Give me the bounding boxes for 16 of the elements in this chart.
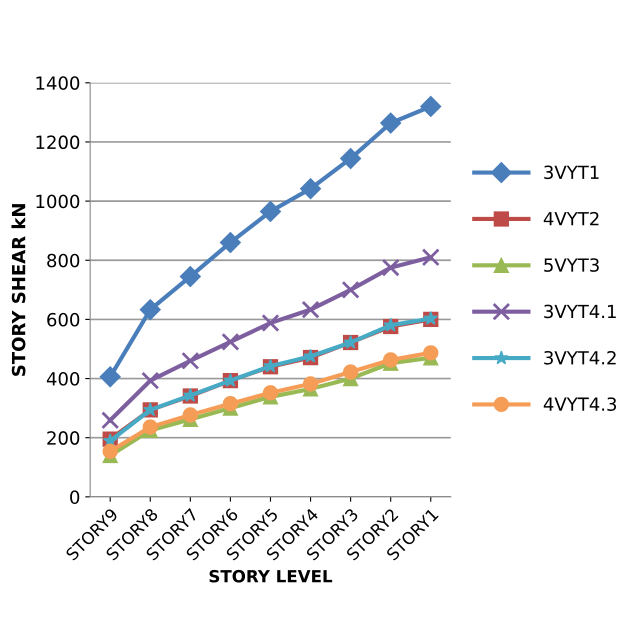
legend-label: 4VYT2 [544, 212, 598, 226]
y-tick-label: 600 [47, 312, 80, 327]
legend-label: 3VYT4.2 [544, 350, 616, 365]
y-tick-label: 800 [47, 254, 80, 268]
y-tick-label: 1200 [36, 135, 80, 150]
legend-label: 3VYT4.1 [544, 304, 616, 318]
y-axis-title: STORY SHEAR kN [11, 204, 26, 376]
y-tick-label: 400 [46, 372, 80, 386]
y-tick-label: 200 [47, 431, 80, 445]
legend-label: 4VYT4.3 [544, 397, 616, 411]
x-axis-title: STORY LEVEL [210, 570, 332, 583]
y-tick-label: 0 [70, 490, 80, 504]
y-tick-label: 1000 [36, 194, 80, 208]
y-tick-label: 1400 [36, 76, 80, 90]
legend-label: 5VYT3 [544, 258, 599, 272]
legend-label: 3VYT1 [544, 166, 599, 180]
